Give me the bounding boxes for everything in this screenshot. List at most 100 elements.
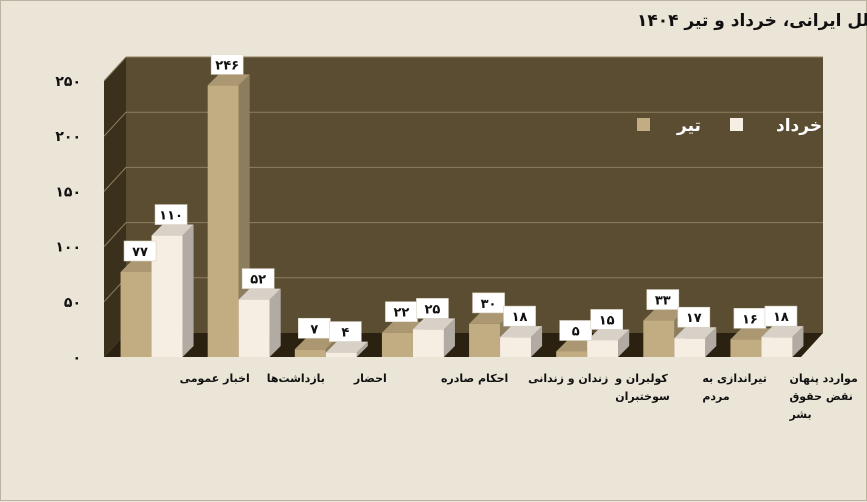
gridline-side <box>103 56 127 82</box>
data-label-box <box>154 204 188 225</box>
data-label: ۳۳ <box>646 289 680 310</box>
data-label: ۱۵ <box>590 309 623 330</box>
legend: تیر خرداد <box>637 116 822 136</box>
legend-label: خرداد <box>776 116 822 136</box>
bar-front <box>730 339 762 357</box>
y-tick-label: ۱۵۰ <box>55 184 81 200</box>
data-label-box <box>677 306 711 328</box>
legend-swatch <box>730 118 743 131</box>
bar-khordad <box>412 318 455 357</box>
bar-top <box>151 224 194 236</box>
bar-front <box>643 320 675 357</box>
data-labels: ۷۷ ۱۱۰ ۲۴۶ ۵۲ ۷ ۴ ۲۲ ۲۵ ۳۰ ۱۸ ۵ ۱۵ ۳۳ ۱۷ ۱۶ ۱۸ <box>123 54 798 342</box>
x-category-label: بشر <box>788 408 811 421</box>
data-label-box <box>210 54 244 75</box>
bar-top <box>674 327 717 339</box>
bar-khordad <box>761 326 804 357</box>
bar-front <box>469 323 501 357</box>
x-category-label: اخبار عمومی <box>180 372 250 385</box>
data-label-text: ۴ <box>341 326 349 341</box>
bar-khordad <box>674 327 717 357</box>
x-category-label: احکام صادره <box>441 372 508 385</box>
bar-top <box>469 312 512 324</box>
data-label-text: ۱۷ <box>686 311 702 326</box>
data-label-text: ۲۴۶ <box>215 58 239 73</box>
bar-front <box>556 351 588 357</box>
y-axis-ticks: ۰ ۵۰ ۱۰۰ ۱۵۰ ۲۰۰ ۲۵۰ <box>55 74 81 366</box>
data-label-text: ۱۸ <box>773 310 789 325</box>
data-label: ۷ <box>298 317 331 339</box>
bars <box>120 74 804 357</box>
x-category-label: بازداشت‌ها <box>267 372 325 385</box>
data-label-box <box>590 309 623 330</box>
bar-khordad <box>238 288 281 357</box>
bar-khordad <box>151 224 194 357</box>
bar-front <box>151 235 183 357</box>
bar-tir <box>207 74 250 357</box>
data-label-box <box>646 289 680 310</box>
data-label: ۱۶ <box>733 308 767 329</box>
side-wall <box>104 57 126 357</box>
chart-title: نمودار آماری نقض حقوق اقوام و ملل ایرانی… <box>637 9 867 31</box>
y-tick-label: ۰ <box>72 350 81 366</box>
x-axis-categories: اخبار عمومی بازداشت‌ها احضار احکام صادره زند… <box>180 372 858 421</box>
bar-top <box>238 288 281 300</box>
bar-front <box>325 352 357 357</box>
gridline-side <box>103 222 127 247</box>
bar-top <box>761 326 804 338</box>
bar-top <box>730 328 773 340</box>
data-label: ۵۲ <box>241 268 275 289</box>
data-label-text: ۷۷ <box>132 245 148 260</box>
data-label: ۳۰ <box>472 292 505 314</box>
data-label-box <box>329 321 362 342</box>
x-category-label: کولبران و <box>614 372 668 385</box>
bar-top <box>500 326 543 338</box>
data-label: ۷۷ <box>123 240 157 262</box>
bar-khordad <box>587 329 630 357</box>
bar-top <box>587 329 630 341</box>
y-tick-label: ۲۰۰ <box>55 129 81 145</box>
data-label-box <box>559 320 592 341</box>
data-label-text: ۲۵ <box>425 302 441 317</box>
x-category-label: تیراندازی به <box>702 372 767 385</box>
data-label: ۲۵ <box>416 298 449 319</box>
bar-front <box>207 85 239 357</box>
bar-khordad <box>325 341 368 357</box>
bar-front <box>674 338 706 357</box>
x-category-label: سوختبران <box>615 390 670 403</box>
bar-top <box>325 341 368 353</box>
x-category-label: مواردد پنهان <box>789 372 857 385</box>
bar-front <box>412 329 444 357</box>
bar-front <box>587 340 619 357</box>
data-label-box <box>416 298 449 319</box>
data-label-text: ۱۸ <box>512 310 528 325</box>
data-label-text: ۳۳ <box>655 294 671 309</box>
data-label-text: ۳۰ <box>481 297 497 312</box>
data-label: ۱۱۰ <box>154 204 188 225</box>
bar-side <box>182 224 194 357</box>
data-label: ۱۷ <box>677 306 711 328</box>
bar-front <box>761 337 793 357</box>
bar-side <box>356 341 368 357</box>
data-label-text: ۷ <box>310 322 318 337</box>
legend-swatch <box>637 118 650 131</box>
x-category-label: مردم <box>702 390 729 403</box>
bar-khordad <box>500 326 543 357</box>
data-label-text: ۵ <box>572 324 580 339</box>
data-label: ۴ <box>329 321 362 342</box>
data-label-text: ۱۵ <box>599 313 615 328</box>
bar-top <box>207 74 250 86</box>
data-label-text: ۱۶ <box>742 312 758 327</box>
data-label: ۲۲ <box>385 301 418 323</box>
data-label-box <box>472 292 505 314</box>
bar-side <box>269 288 281 357</box>
y-tick-label: ۵۰ <box>64 295 81 311</box>
bar-side <box>618 329 630 357</box>
bar-side <box>705 327 717 357</box>
data-label-text: ۵۲ <box>250 273 266 288</box>
x-category-label: احضار <box>353 372 387 385</box>
bar-top <box>294 338 337 350</box>
floor <box>104 333 823 357</box>
